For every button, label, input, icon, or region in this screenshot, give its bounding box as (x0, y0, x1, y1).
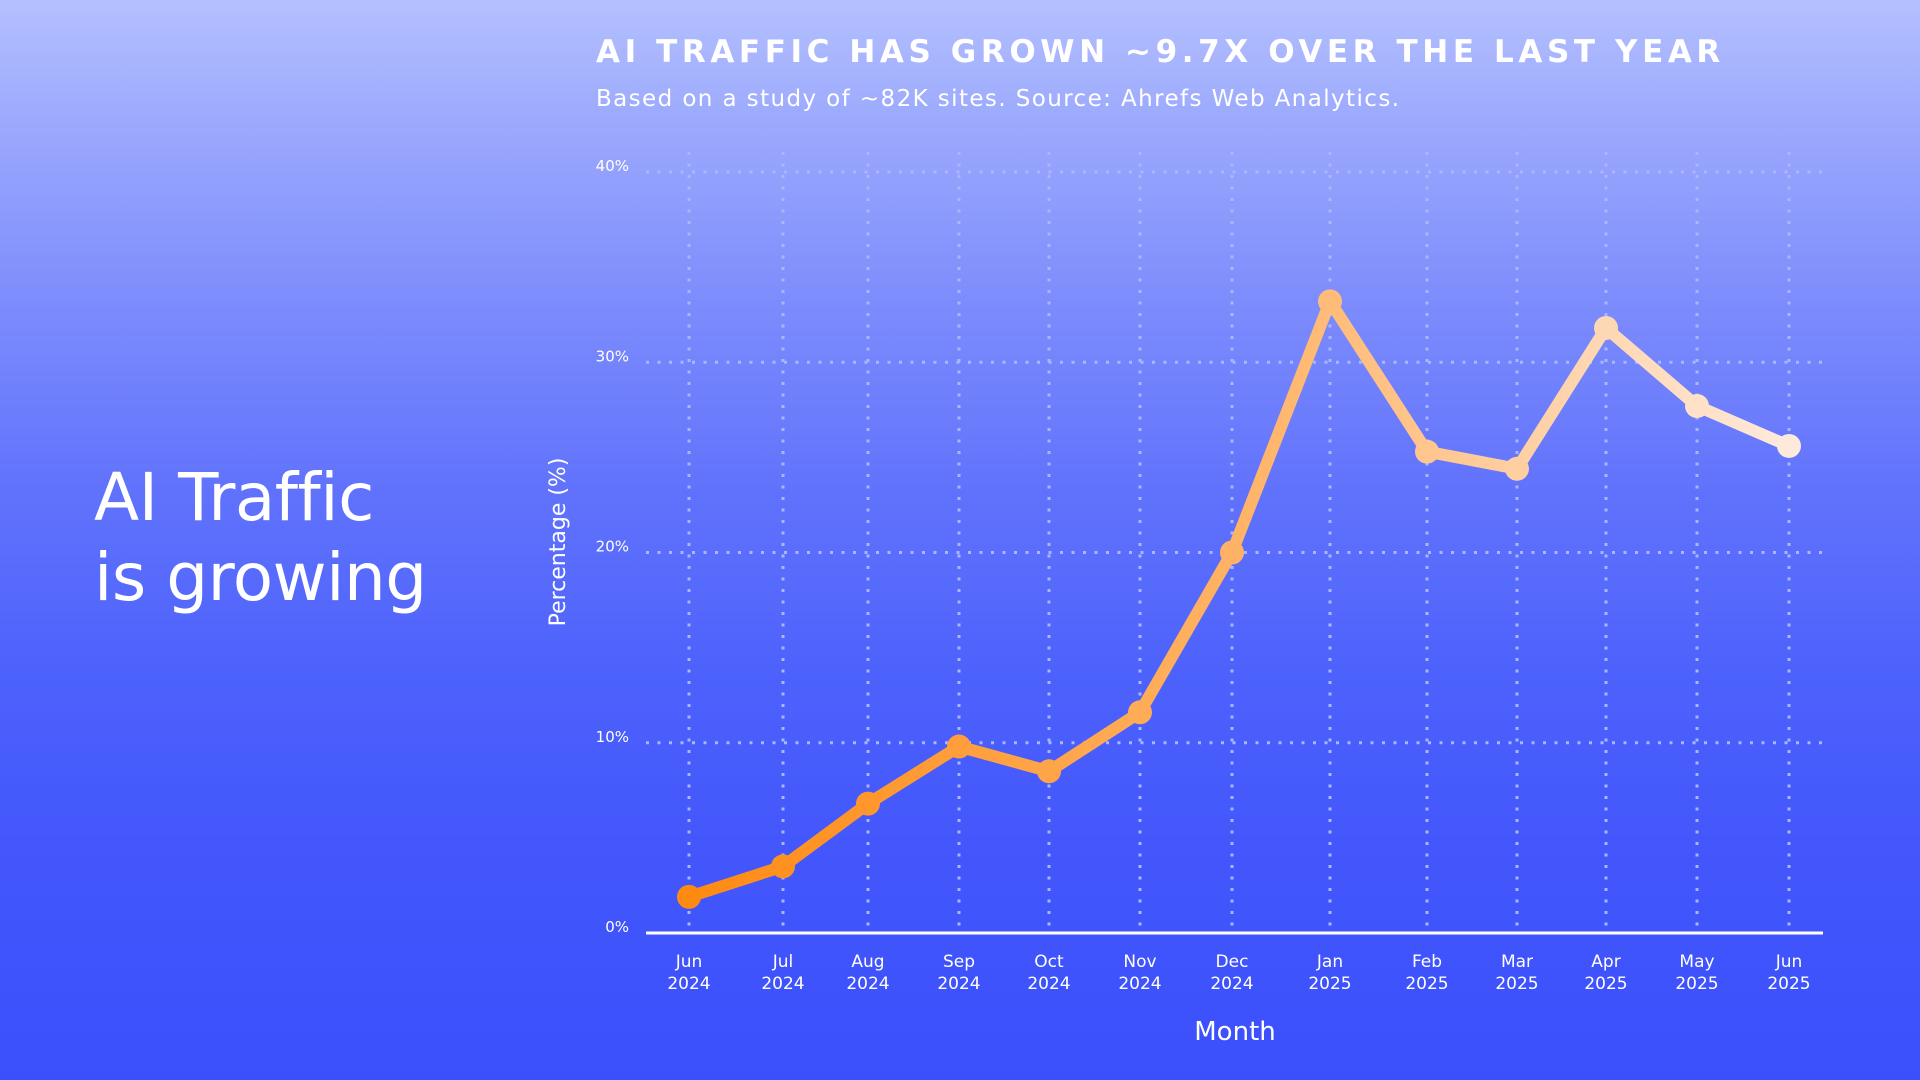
x-tick-label-year: 2024 (761, 974, 804, 994)
x-tick-label-year: 2024 (1027, 974, 1070, 994)
y-axis-title: Percentage (%) (546, 458, 571, 627)
y-tick-label: 10% (596, 728, 629, 746)
data-point (1505, 456, 1529, 481)
x-tick-label-month: Jan (1316, 952, 1343, 972)
data-point (771, 854, 795, 879)
x-tick-label-month: Dec (1216, 952, 1249, 972)
data-point (1415, 439, 1439, 464)
x-tick-label-month: Feb (1412, 952, 1442, 972)
data-point (1037, 759, 1061, 784)
y-axis-ticks: 0% 10% 20% 30% 40% (596, 157, 629, 936)
data-point (1220, 540, 1244, 565)
x-tick-label-year: 2025 (1495, 974, 1538, 994)
x-tick-label-month: Oct (1034, 952, 1064, 972)
data-point (856, 791, 880, 816)
series-line (683, 295, 1795, 903)
y-tick-label: 20% (596, 538, 629, 556)
x-axis-title: Month (1194, 1017, 1276, 1047)
data-point (1777, 433, 1801, 458)
x-tick-label-month: Jun (675, 952, 703, 972)
data-point (1128, 700, 1152, 725)
y-tick-label: 0% (605, 918, 629, 936)
x-tick-label-year: 2025 (1405, 974, 1448, 994)
y-tick-label: 40% (596, 157, 629, 175)
chart-subtitle: Based on a study of ~82K sites. Source: … (596, 86, 1401, 112)
x-tick-label-month: Mar (1501, 952, 1533, 972)
side-heading-line-2: is growing (94, 539, 427, 616)
data-point (1685, 394, 1709, 419)
x-tick-label-month: Jun (1775, 952, 1803, 972)
x-tick-label-year: 2024 (1210, 974, 1253, 994)
side-heading-line-1: AI Traffic (94, 459, 374, 536)
y-tick-label: 30% (596, 347, 629, 365)
x-tick-label-month: Jul (772, 952, 794, 972)
x-tick-label-month: Sep (943, 952, 975, 972)
x-tick-label-month: Apr (1591, 952, 1620, 972)
data-point (677, 884, 701, 909)
x-tick-label-year: 2024 (1118, 974, 1161, 994)
x-tick-label-year: 2025 (1584, 974, 1627, 994)
x-tick-label-month: Nov (1123, 952, 1156, 972)
x-tick-label-year: 2024 (937, 974, 980, 994)
series (677, 289, 1801, 909)
x-tick-label-month: May (1679, 952, 1714, 972)
x-tick-label-year: 2025 (1308, 974, 1351, 994)
chart-title: AI TRAFFIC HAS GROWN ~9.7X OVER THE LAST… (596, 34, 1725, 70)
data-point (947, 734, 971, 759)
x-tick-label-year: 2025 (1767, 974, 1810, 994)
data-point (1318, 289, 1342, 314)
x-axis-ticks: Jun2024Jul2024Aug2024Sep2024Oct2024Nov20… (667, 952, 1810, 994)
x-tick-label-month: Aug (851, 952, 884, 972)
x-tick-label-year: 2024 (846, 974, 889, 994)
side-heading: AI Traffic is growing (94, 458, 427, 618)
x-tick-label-year: 2024 (667, 974, 710, 994)
data-point (1594, 316, 1618, 341)
x-tick-label-year: 2025 (1675, 974, 1718, 994)
